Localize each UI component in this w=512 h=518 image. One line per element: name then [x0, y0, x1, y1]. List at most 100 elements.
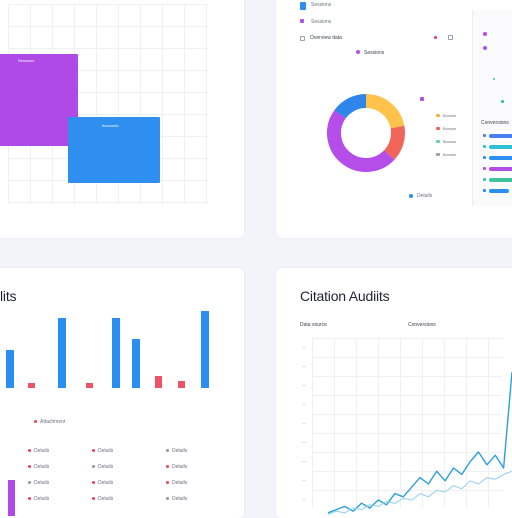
subheader-icon — [34, 420, 37, 423]
data-source-label: Data source — [300, 322, 327, 328]
side-item-dot — [483, 145, 486, 148]
toolbar-toggle-icon[interactable] — [448, 35, 453, 40]
attachments-card: lits Attachment Details Details Details Det… — [0, 268, 244, 518]
table-cell-marker — [166, 481, 169, 484]
side-item-bar[interactable] — [489, 133, 512, 138]
bar[interactable] — [155, 376, 162, 388]
side-item-dot — [483, 156, 486, 159]
bar[interactable] — [6, 350, 14, 388]
table-cell-marker — [28, 481, 31, 484]
side-item-dot — [483, 189, 486, 192]
bar[interactable] — [86, 383, 93, 388]
menu-label: Sessions — [311, 19, 332, 25]
legend-label: Browse — [443, 152, 457, 157]
accounts-block[interactable]: Accounts — [68, 117, 160, 183]
legend-swatch — [436, 153, 440, 156]
side-label: Conversions — [481, 120, 509, 126]
legend-label: Browse — [443, 113, 457, 118]
panel-check-icon — [501, 100, 504, 103]
donut-slice-0[interactable] — [365, 94, 405, 129]
footer-dot — [409, 194, 413, 198]
sessions-card: Sessions Sessions Overview data Sessions… — [276, 0, 512, 238]
legend-swatch — [436, 140, 440, 143]
y-tick-label: — — [302, 496, 306, 501]
table-cell-marker — [166, 465, 169, 468]
side-item-dot — [483, 178, 486, 181]
table-cell: Details — [34, 480, 50, 486]
legend-label: Browse — [443, 139, 457, 144]
line-series-0[interactable] — [327, 371, 512, 514]
table-cell-marker — [166, 497, 169, 500]
y-tick-label: — — [302, 458, 306, 463]
citation-audits-card: Citation Audiits Data source Conversions… — [276, 268, 512, 518]
y-tick-label: — — [302, 439, 306, 444]
bar[interactable] — [178, 381, 185, 388]
side-item-bar[interactable] — [489, 166, 512, 171]
y-tick-label: — — [302, 401, 306, 406]
sessions-block-label: Sessions — [18, 58, 35, 63]
legend-label: Browse — [443, 126, 457, 131]
legend-swatch — [436, 127, 440, 130]
table-cell: Details — [34, 448, 50, 454]
donut-chart[interactable] — [321, 88, 411, 178]
bar[interactable] — [58, 318, 66, 388]
accounts-block-label: Accounts — [102, 123, 119, 128]
line-chart[interactable] — [326, 348, 512, 518]
side-item-bar[interactable] — [489, 177, 512, 182]
bar[interactable] — [28, 383, 35, 388]
table-cell: Details — [172, 464, 188, 470]
app-icon — [300, 2, 306, 10]
donut-slice-2[interactable] — [327, 110, 395, 172]
page-title: lits — [0, 288, 17, 304]
header-label: Sessions — [311, 2, 332, 8]
table-cell: Details — [172, 448, 188, 454]
donut-slice-3[interactable] — [334, 94, 367, 119]
table-cell-marker — [28, 449, 31, 452]
panel-icon-2 — [483, 46, 487, 50]
y-tick-label: — — [302, 363, 306, 368]
line-series-1[interactable] — [327, 470, 512, 515]
side-item-bar[interactable] — [489, 155, 512, 160]
bar[interactable] — [132, 339, 140, 388]
table-cell: Details — [98, 448, 114, 454]
table-cell: Details — [98, 464, 114, 470]
panel-marker — [493, 78, 495, 80]
y-tick-label: — — [302, 420, 306, 425]
toolbar-label: Overview data — [310, 35, 342, 41]
table-cell-marker — [28, 497, 31, 500]
line-chart-grid — [312, 338, 502, 508]
donut-callout-icon — [420, 97, 424, 101]
toolbar-marker-icon — [434, 36, 437, 39]
filter-label[interactable]: Sessions — [364, 50, 385, 56]
donut-slice-1[interactable] — [383, 125, 405, 160]
menu-icon[interactable] — [300, 19, 304, 23]
subheader-label: Attachment — [40, 419, 66, 425]
table-cell: Details — [98, 480, 114, 486]
table-cell-marker — [92, 465, 95, 468]
table-cell: Details — [172, 480, 188, 486]
table-cell-marker — [28, 465, 31, 468]
table-cell: Details — [172, 496, 188, 502]
sessions-block[interactable]: Sessions — [0, 54, 78, 146]
footer-label: Details — [417, 193, 433, 199]
table-cell-marker — [92, 481, 95, 484]
table-cell-marker — [166, 449, 169, 452]
y-tick-label: — — [302, 382, 306, 387]
table-cell: Details — [34, 464, 50, 470]
bar[interactable] — [112, 318, 120, 388]
y-tick-label: — — [302, 344, 306, 349]
side-item-dot — [483, 134, 486, 137]
conversions-panel: Conversions — [472, 10, 512, 206]
legend-swatch — [436, 114, 440, 117]
table-cell-marker — [92, 497, 95, 500]
filter-icon — [356, 50, 360, 54]
table-cell: Details — [98, 496, 114, 502]
table-cell: Details — [34, 496, 50, 502]
scroll-indicator[interactable] — [8, 480, 15, 516]
bar-chart[interactable] — [0, 308, 224, 388]
bar[interactable] — [201, 311, 209, 388]
side-item-bar[interactable] — [489, 144, 512, 149]
side-item-bar[interactable] — [489, 188, 509, 193]
checkbox-icon[interactable] — [300, 36, 305, 41]
table-cell-marker — [92, 449, 95, 452]
